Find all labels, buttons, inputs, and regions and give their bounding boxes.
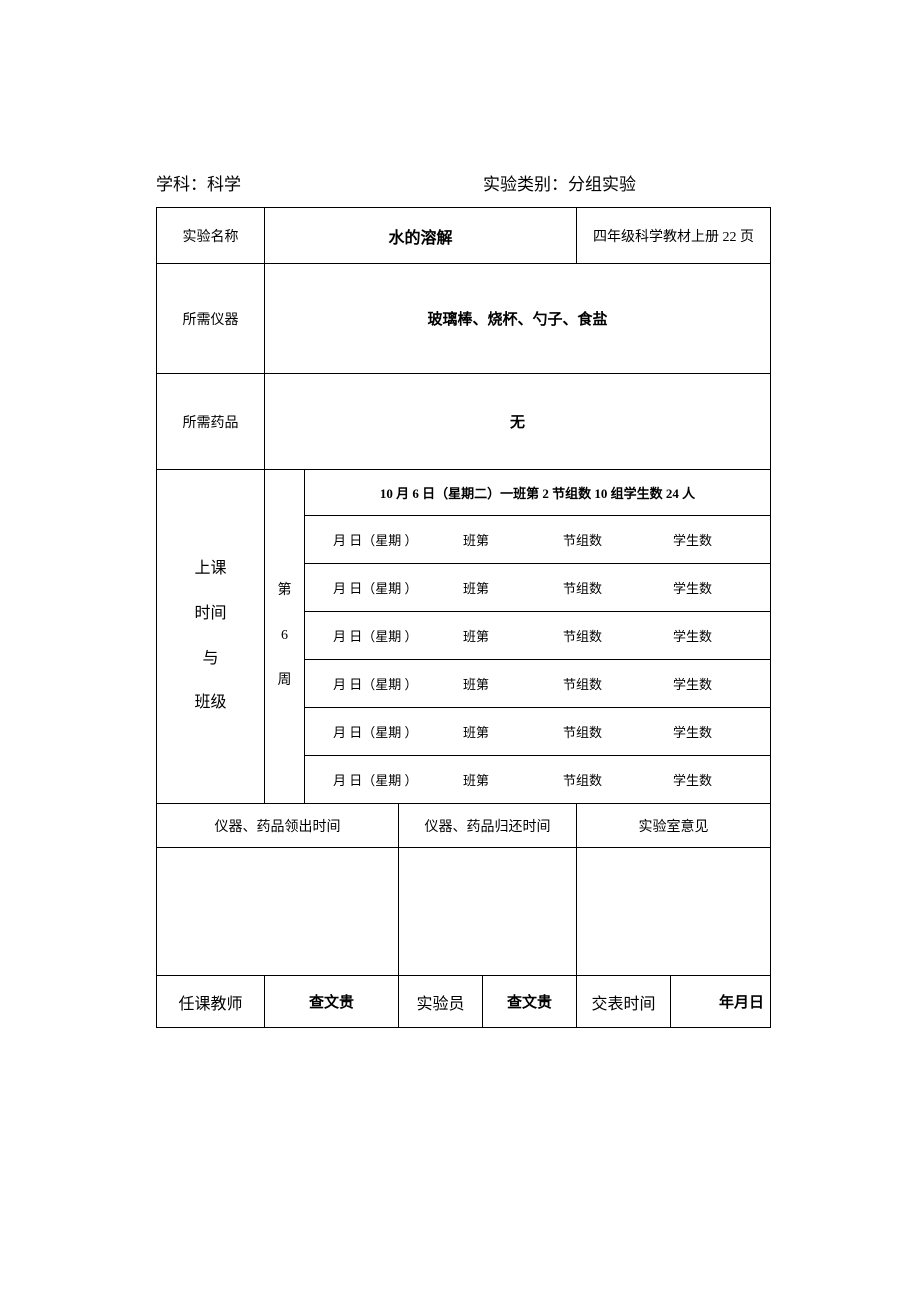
header-return-time: 仪器、药品归还时间 <box>399 804 577 848</box>
schedule-label-3: 与 <box>159 637 262 682</box>
label-instruments: 所需仪器 <box>157 264 265 374</box>
week-num: 6 <box>267 614 302 659</box>
return-time-value <box>399 848 577 976</box>
week-bottom: 周 <box>267 659 302 704</box>
checkout-time-value <box>157 848 399 976</box>
subject-label: 学科： <box>156 175 207 194</box>
label-experiment-name: 实验名称 <box>157 208 265 264</box>
row-experiment-name: 实验名称 水的溶解 四年级科学教材上册 22 页 <box>157 208 771 264</box>
type-value: 分组实验 <box>568 175 636 194</box>
chemicals-value: 无 <box>265 374 771 470</box>
teacher-name: 查文贵 <box>265 976 399 1028</box>
label-chemicals: 所需药品 <box>157 374 265 470</box>
experiment-form-table: 实验名称 水的溶解 四年级科学教材上册 22 页 所需仪器 玻璃棒、烧杯、勺子、… <box>156 207 771 1028</box>
label-schedule: 上课 时间 与 班级 <box>157 470 265 804</box>
row-instruments: 所需仪器 玻璃棒、烧杯、勺子、食盐 <box>157 264 771 374</box>
experiment-title: 水的溶解 <box>265 208 577 264</box>
textbook-ref: 四年级科学教材上册 22 页 <box>577 208 771 264</box>
schedule-template-4: 月 日（星期 ）班第节组数学生数 <box>305 612 771 660</box>
type-field: 实验类别：分组实验 <box>443 170 770 195</box>
schedule-label-4: 班级 <box>159 681 262 726</box>
schedule-template-6: 月 日（星期 ）班第节组数学生数 <box>305 708 771 756</box>
schedule-template-2: 月 日（星期 ）班第节组数学生数 <box>305 516 771 564</box>
schedule-template-3: 月 日（星期 ）班第节组数学生数 <box>305 564 771 612</box>
label-submit-time: 交表时间 <box>577 976 671 1028</box>
header-row: 学科：科学 实验类别：分组实验 <box>156 170 770 195</box>
schedule-label-1: 上课 <box>159 547 262 592</box>
week-top: 第 <box>267 569 302 614</box>
header-lab-opinion: 实验室意见 <box>577 804 771 848</box>
header-checkout-time: 仪器、药品领出时间 <box>157 804 399 848</box>
row-time-values <box>157 848 771 976</box>
subject-field: 学科：科学 <box>156 170 443 195</box>
label-lab-staff: 实验员 <box>399 976 483 1028</box>
instruments-value: 玻璃棒、烧杯、勺子、食盐 <box>265 264 771 374</box>
schedule-template-7: 月 日（星期 ）班第节组数学生数 <box>305 756 771 804</box>
row-time-headers: 仪器、药品领出时间 仪器、药品归还时间 实验室意见 <box>157 804 771 848</box>
schedule-template-5: 月 日（星期 ）班第节组数学生数 <box>305 660 771 708</box>
lab-opinion-value <box>577 848 771 976</box>
lab-staff-name: 查文贵 <box>483 976 577 1028</box>
label-teacher: 任课教师 <box>157 976 265 1028</box>
schedule-filled-row: 10 月 6 日（星期二）一班第 2 节组数 10 组学生数 24 人 <box>305 470 771 516</box>
subject-value: 科学 <box>207 175 241 194</box>
submit-time-value: 年月日 <box>671 976 771 1028</box>
row-chemicals: 所需药品 无 <box>157 374 771 470</box>
type-label: 实验类别： <box>483 175 568 194</box>
schedule-label-2: 时间 <box>159 592 262 637</box>
schedule-row-1: 上课 时间 与 班级 第 6 周 10 月 6 日（星期二）一班第 2 节组数 … <box>157 470 771 516</box>
week-column: 第 6 周 <box>265 470 305 804</box>
row-footer: 任课教师 查文贵 实验员 查文贵 交表时间 年月日 <box>157 976 771 1028</box>
